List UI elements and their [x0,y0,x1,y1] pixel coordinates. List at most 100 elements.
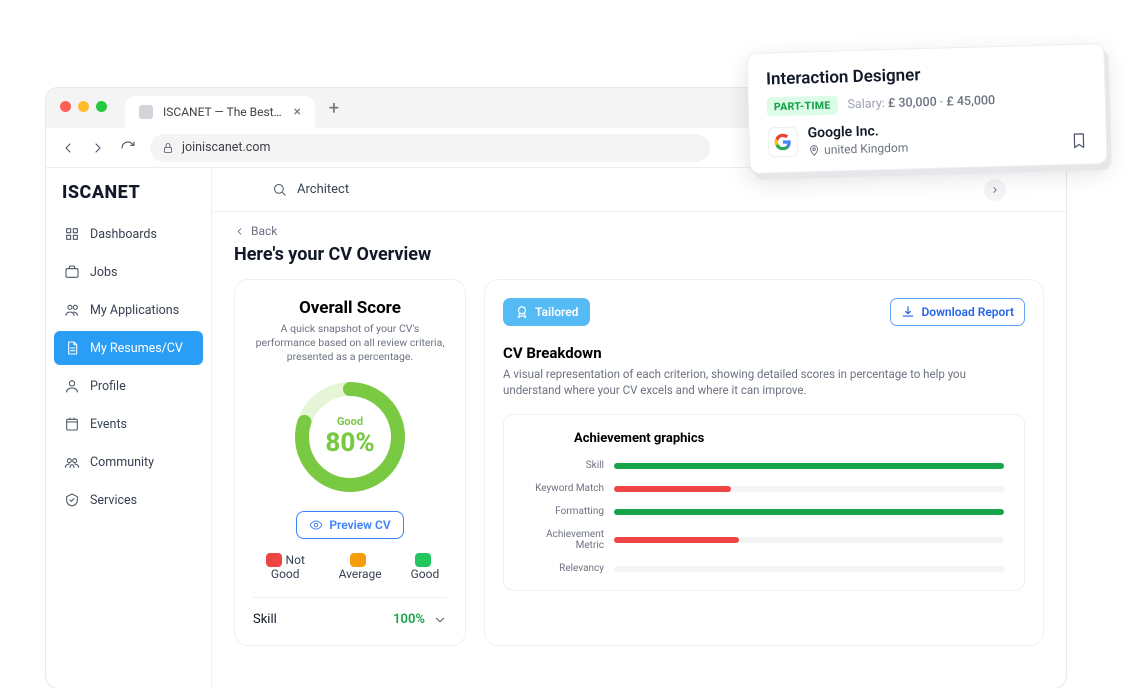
job-location: united Kingdom [808,141,908,158]
bar-track [614,486,1004,492]
score-ring: Good 80% [290,377,410,497]
window-controls[interactable] [60,101,107,112]
menu-icon [64,340,80,356]
bar-row: Keyword Match [524,483,1004,494]
preview-cv-button[interactable]: Preview CV [296,511,403,539]
sidebar-item-jobs[interactable]: Jobs [54,255,203,289]
legend-item: Good [403,553,447,582]
menu-icon [64,264,80,280]
content: Back Here's your CV Overview Overall Sco… [212,212,1066,658]
sidebar-menu: Dashboards Jobs My Applications My Resumes/… [46,217,211,517]
tab-title: ISCANET — The Best Web D [163,105,284,119]
bar-row: Skill [524,460,1004,471]
bar-label: Formatting [524,506,604,517]
job-card[interactable]: Interaction Designer PART-TIME Salary: £… [746,43,1107,174]
close-tab-icon[interactable]: × [294,104,301,120]
sidebar-item-profile[interactable]: Profile [54,369,203,403]
sidebar-item-label: Dashboards [90,227,157,242]
score-percent: 80% [325,428,374,458]
chart-title: Achievement graphics [574,431,1004,446]
search-input[interactable] [297,182,974,197]
bar-label: Achievement Metric [524,529,604,551]
location-icon [808,144,820,156]
bar-label: Keyword Match [524,483,604,494]
eye-icon [309,518,323,532]
sidebar-item-label: My Applications [90,303,179,318]
score-title: Overall Score [253,298,447,318]
main-area: Back Here's your CV Overview Overall Sco… [212,168,1066,688]
new-tab-button[interactable]: + [321,95,347,121]
maximize-dot-icon[interactable] [96,101,107,112]
bar-label: Skill [524,460,604,471]
reload-icon[interactable] [120,140,136,156]
menu-icon [64,378,80,394]
job-salary: Salary: £ 30,000 - £ 45,000 [847,93,995,112]
job-title: Interaction Designer [766,61,1086,90]
sidebar-item-community[interactable]: Community [54,445,203,479]
job-type-badge: PART-TIME [767,96,838,117]
url-text: joiniscanet.com [182,140,270,155]
company-name: Google Inc. [807,123,908,142]
skill-metric-name: Skill [253,612,277,627]
legend-item: Average [331,553,388,582]
chevron-left-icon [234,226,245,237]
chevron-down-icon[interactable] [433,613,447,627]
search-icon [272,182,287,197]
skill-metric-value: 100% [393,612,425,627]
breakdown-title: CV Breakdown [503,344,1025,362]
panels: Overall Score A quick snapshot of your C… [234,279,1044,646]
bookmark-icon[interactable] [1070,132,1088,150]
sidebar-item-my-applications[interactable]: My Applications [54,293,203,327]
sidebar-item-my-resumes-cv[interactable]: My Resumes/CV [54,331,203,365]
award-icon [515,305,529,319]
page-title: Here's your CV Overview [234,244,1044,265]
chevron-right-icon [990,185,1000,195]
bar-track [614,463,1004,469]
tailored-label: Tailored [535,305,578,319]
menu-icon [64,454,80,470]
sidebar-item-dashboards[interactable]: Dashboards [54,217,203,251]
browser-window: ISCANET — The Best Web D × + joiniscanet… [46,88,1066,688]
score-legend: Not Good Average Good [253,553,447,582]
bar-row: Relevancy [524,563,1004,574]
sidebar-item-services[interactable]: Services [54,483,203,517]
bar-track [614,537,1004,543]
lock-icon [162,142,174,154]
menu-icon [64,226,80,242]
download-report-button[interactable]: Download Report [890,298,1025,326]
search-bar [212,168,1066,212]
bar-track [614,566,1004,572]
browser-tab[interactable]: ISCANET — The Best Web D × [125,96,315,128]
legend-item: Not Good [253,553,317,582]
url-field[interactable]: joiniscanet.com [150,134,710,162]
minimize-dot-icon[interactable] [78,101,89,112]
forward-icon[interactable] [90,140,106,156]
sidebar-item-label: Community [90,455,154,470]
score-subtitle: A quick snapshot of your CV's performanc… [253,322,447,365]
back-label: Back [251,224,277,238]
bar-row: Formatting [524,506,1004,517]
menu-icon [64,492,80,508]
search-next-button[interactable] [984,179,1006,201]
menu-icon [64,302,80,318]
bar-label: Relevancy [524,563,604,574]
preview-label: Preview CV [329,518,390,532]
back-link[interactable]: Back [234,224,1044,238]
favicon-icon [139,105,153,119]
close-dot-icon[interactable] [60,101,71,112]
breakdown-chart: Achievement graphics Skill Keyword Match F… [503,414,1025,591]
download-label: Download Report [921,305,1014,319]
app-root: ISCANET DashboardsJobsMy ApplicationsMy … [46,168,1066,688]
sidebar: ISCANET DashboardsJobsMy ApplicationsMy … [46,168,212,688]
sidebar-item-label: Events [90,417,127,432]
overall-score-card: Overall Score A quick snapshot of your C… [234,279,466,646]
sidebar-item-label: Profile [90,379,126,394]
breakdown-subtitle: A visual representation of each criterio… [503,366,1025,398]
back-icon[interactable] [60,140,76,156]
breakdown-card: Tailored Download Report CV Breakdown A … [484,279,1044,646]
sidebar-item-events[interactable]: Events [54,407,203,441]
sidebar-item-label: Jobs [90,265,118,280]
sidebar-item-label: Services [90,493,137,508]
bar-track [614,509,1004,515]
skill-metric-row[interactable]: Skill 100% [253,598,447,627]
